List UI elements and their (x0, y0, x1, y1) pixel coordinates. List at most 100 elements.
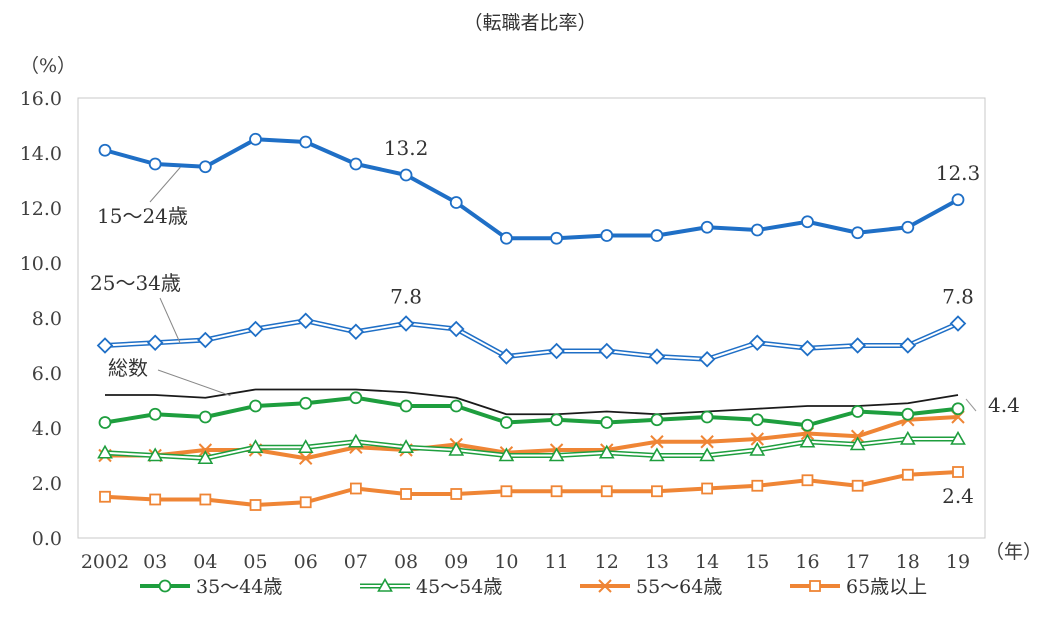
series-5-point (198, 443, 213, 457)
x-tick-label: 04 (193, 551, 217, 573)
y-tick-label: 4.0 (32, 418, 62, 440)
series-6-point (751, 479, 764, 492)
series-6-point (500, 485, 513, 498)
series-5-point (700, 435, 714, 449)
x-tick-label: 12 (595, 551, 619, 573)
series-4-point (950, 430, 966, 445)
series-4-point (348, 433, 364, 448)
series-1-point (698, 350, 716, 368)
y-tick-label: 16.0 (20, 88, 62, 110)
series-4-point (699, 447, 715, 462)
legend-item: 45～54歳 (416, 576, 502, 598)
series-3-point (449, 399, 463, 413)
series-6-point (952, 466, 964, 478)
series-4-point (749, 441, 766, 456)
series-label-leader (157, 369, 231, 397)
series-6-point (600, 485, 613, 498)
series-4-point (147, 447, 164, 462)
series-5-point (750, 432, 765, 446)
annotation-leader (965, 398, 977, 412)
x-tick-label: 2002 (81, 551, 129, 573)
series-1-point (598, 342, 616, 360)
series-0-point (700, 220, 714, 234)
legend-item: 55～64歳 (636, 576, 722, 598)
x-tick-label: 11 (544, 551, 568, 573)
series-1-point (749, 334, 766, 352)
x-tick-label: 06 (294, 551, 318, 573)
series-0-point (600, 229, 614, 242)
series-6-point (550, 485, 563, 498)
series-6-point (450, 488, 463, 500)
series-4-point (197, 450, 214, 465)
series-1-line-inner (104, 319, 959, 361)
series-1-point (849, 337, 866, 354)
data-label: 12.3 (936, 161, 981, 185)
series-6-point (149, 493, 162, 506)
data-label: 7.8 (390, 285, 422, 309)
legend-marker (598, 579, 612, 593)
series-4-point (899, 430, 916, 445)
y-tick-label: 14.0 (20, 143, 62, 165)
x-axis-label: （年） (985, 541, 1042, 563)
series-0-point (550, 231, 563, 245)
series-1-point (96, 337, 114, 354)
series-6-point (349, 482, 362, 495)
series-1-point (498, 348, 515, 365)
series-1-point (397, 315, 415, 332)
series-0-point (249, 132, 262, 146)
y-tick-label: 12.0 (20, 198, 62, 220)
series-0-point (500, 231, 513, 245)
series-3-point (500, 416, 513, 429)
data-label: 13.2 (384, 136, 429, 160)
series-6-point (199, 493, 212, 506)
series-0-point (650, 229, 664, 242)
series-1-point (297, 312, 314, 330)
x-tick-label: 05 (243, 551, 267, 573)
y-axis-label: （%） (20, 55, 76, 77)
series-4-line-inner (104, 438, 958, 460)
series-0-line (104, 137, 959, 241)
series-5-point (650, 435, 664, 449)
legend-marker (377, 577, 393, 592)
series-1-point (447, 320, 465, 338)
series-label: 15～24歳 (97, 204, 188, 228)
x-tick-label: 16 (795, 551, 819, 573)
x-tick-label: 07 (344, 551, 368, 573)
series-5-point (298, 451, 313, 465)
y-tick-label: 6.0 (32, 363, 62, 385)
data-label: 4.4 (988, 393, 1020, 417)
series-0-point (349, 157, 363, 171)
series-0-point (98, 143, 112, 157)
x-tick-label: 10 (494, 551, 518, 573)
series-1-point (899, 337, 917, 354)
series-6-point (701, 482, 714, 495)
series-label: 総数 (108, 356, 148, 380)
series-3-point (951, 402, 965, 416)
series-3-point (700, 410, 714, 424)
series-0-point (851, 226, 865, 240)
series-6-point (801, 474, 814, 487)
series-1-point (648, 348, 666, 365)
series-1-point (799, 339, 816, 357)
series-label-leader (159, 297, 181, 344)
series-6-point (299, 496, 312, 509)
series-6-point (851, 479, 864, 492)
series-3-point (600, 416, 614, 429)
x-tick-label: 19 (946, 551, 970, 573)
series-label-leader (149, 167, 181, 203)
series-0-point (449, 196, 463, 209)
series-4-point (247, 439, 264, 454)
series-3-point (399, 399, 413, 413)
series-2-line (105, 388, 959, 416)
series-3-line (104, 395, 959, 428)
series-3-point (550, 413, 563, 427)
series-4-point (97, 444, 113, 459)
series-1-point (247, 320, 264, 338)
series-3-point (650, 413, 664, 427)
legend-item: 65歳以上 (846, 576, 927, 598)
series-4-point (548, 447, 565, 462)
y-tick-label: 0.0 (32, 528, 62, 550)
x-tick-label: 09 (444, 551, 468, 573)
series-3-point (851, 405, 865, 418)
